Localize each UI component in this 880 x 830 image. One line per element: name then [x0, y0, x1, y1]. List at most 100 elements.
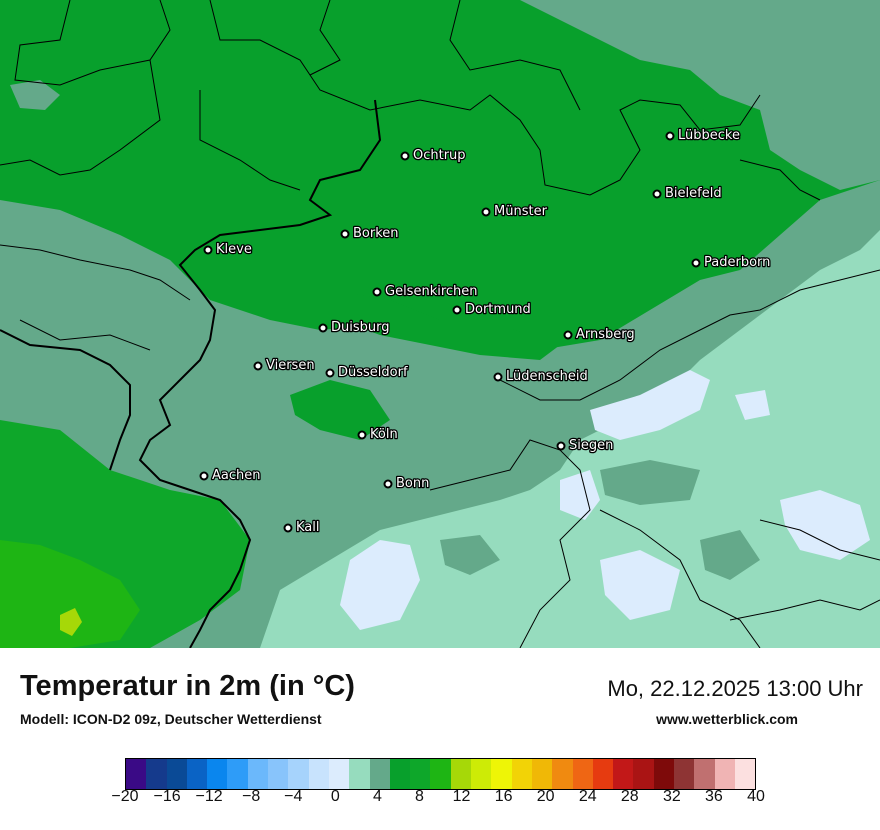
city-label: Lüdenscheid [506, 369, 588, 384]
zone-mid-green-patch-3 [600, 460, 700, 505]
zone-mid-green-patch-2 [700, 530, 760, 580]
legend-swatch [268, 759, 289, 789]
zone-mid-green-patch-1 [440, 535, 500, 575]
city-marker: Viersen [253, 357, 316, 374]
legend-swatch [186, 759, 208, 789]
legend-swatch [349, 759, 370, 789]
city-dot [493, 372, 503, 382]
city-marker: Dortmund [452, 301, 532, 318]
legend-swatch [450, 759, 472, 789]
legend-tick-label: 0 [330, 788, 340, 805]
city-marker: Gelsenkirchen [372, 283, 479, 300]
legend-tick-label: −12 [195, 788, 223, 805]
zone-mid-green-nw [10, 80, 60, 110]
city-marker: Bonn [383, 475, 431, 492]
city-dot [652, 189, 662, 199]
legend-tick-label: 36 [705, 788, 723, 805]
city-label: Siegen [569, 438, 613, 453]
city-marker: Köln [357, 426, 399, 443]
city-label: Arnsberg [576, 327, 635, 342]
city-markers: Lübbecke Ochtrup Bielefeld Münster Borken Kle… [199, 127, 772, 536]
city-dot [318, 323, 328, 333]
legend-swatch [552, 759, 573, 789]
city-label: Bonn [396, 476, 429, 491]
zone-dark-green-strip [330, 290, 560, 360]
city-dot [372, 287, 382, 297]
legend-tick-label: 12 [452, 788, 471, 805]
legend-tick-label: 32 [662, 788, 681, 805]
city-dot [283, 523, 293, 533]
city-marker: Düsseldorf [325, 364, 409, 381]
city-dot [691, 258, 701, 268]
zone-pale-blue-1 [590, 370, 710, 440]
city-label: Dortmund [465, 302, 531, 317]
district-borders [0, 0, 880, 648]
legend-swatch [207, 759, 228, 789]
city-dot [452, 305, 462, 315]
city-marker: Lüdenscheid [493, 368, 589, 385]
zone-dark-green-mid [290, 380, 390, 440]
city-label: Viersen [266, 358, 315, 373]
legend-tick-label: 20 [536, 788, 555, 805]
city-marker: Paderborn [691, 254, 772, 271]
legend-swatch [572, 759, 593, 789]
legend-swatch [328, 759, 350, 789]
city-marker: Bielefeld [652, 185, 723, 202]
city-dot [253, 361, 263, 371]
city-marker: Lübbecke [665, 127, 741, 144]
zone-mid-green-ne [520, 0, 880, 190]
city-dot [556, 441, 566, 451]
legend-tick-label: 28 [620, 788, 639, 805]
city-label: Duisburg [331, 320, 390, 335]
legend-swatch [410, 759, 431, 789]
city-dot [481, 207, 491, 217]
city-label: Ochtrup [413, 148, 466, 163]
zone-warm-spot [60, 608, 82, 636]
city-label: Borken [353, 226, 399, 241]
city-dot [665, 131, 675, 141]
city-label: Münster [494, 204, 548, 219]
legend-swatch [430, 759, 451, 789]
legend-swatch [146, 759, 167, 789]
legend-swatch [531, 759, 553, 789]
legend-swatch [166, 759, 187, 789]
city-label: Bielefeld [665, 186, 722, 201]
city-dot [383, 479, 393, 489]
zone-pale-blue-2 [340, 540, 420, 630]
legend-swatch [511, 759, 532, 789]
city-label: Aachen [212, 468, 260, 483]
city-marker: Ochtrup [400, 147, 467, 164]
legend-swatch [288, 759, 309, 789]
city-marker: Münster [481, 203, 549, 220]
city-dot [199, 471, 209, 481]
legend-tick-label: −16 [153, 788, 181, 805]
legend-swatch [308, 759, 329, 789]
city-label: Kall [296, 520, 320, 535]
legend-swatch [126, 759, 147, 789]
legend-tick-label: 4 [372, 788, 382, 805]
city-marker: Duisburg [318, 319, 391, 336]
map-title: Temperatur in 2m (in °C) [20, 670, 355, 702]
legend-swatch [389, 759, 411, 789]
zone-pale-blue-5 [600, 550, 680, 620]
city-marker: Kall [283, 519, 321, 536]
city-dot [357, 430, 367, 440]
city-dot [400, 151, 410, 161]
legend-swatch [227, 759, 248, 789]
legend-tick-label: −20 [111, 788, 139, 805]
legend-tick-label: −4 [284, 788, 303, 805]
country-border [0, 99, 382, 648]
city-label: Düsseldorf [338, 365, 408, 380]
city-marker: Arnsberg [563, 326, 636, 343]
legend-tick-label: 8 [415, 788, 424, 805]
city-marker: Aachen [199, 467, 262, 484]
legend-swatch [694, 759, 715, 789]
website-link[interactable]: www.wetterblick.com [656, 711, 798, 727]
temperature-map: Lübbecke Ochtrup Bielefeld Münster Borken Kle… [0, 0, 880, 648]
city-label: Gelsenkirchen [385, 284, 478, 299]
city-label: Paderborn [704, 255, 770, 270]
zone-pale-blue-6 [735, 390, 770, 420]
legend-tick-label: 16 [494, 788, 513, 805]
legend-swatch [592, 759, 614, 789]
city-marker: Siegen [556, 437, 615, 454]
